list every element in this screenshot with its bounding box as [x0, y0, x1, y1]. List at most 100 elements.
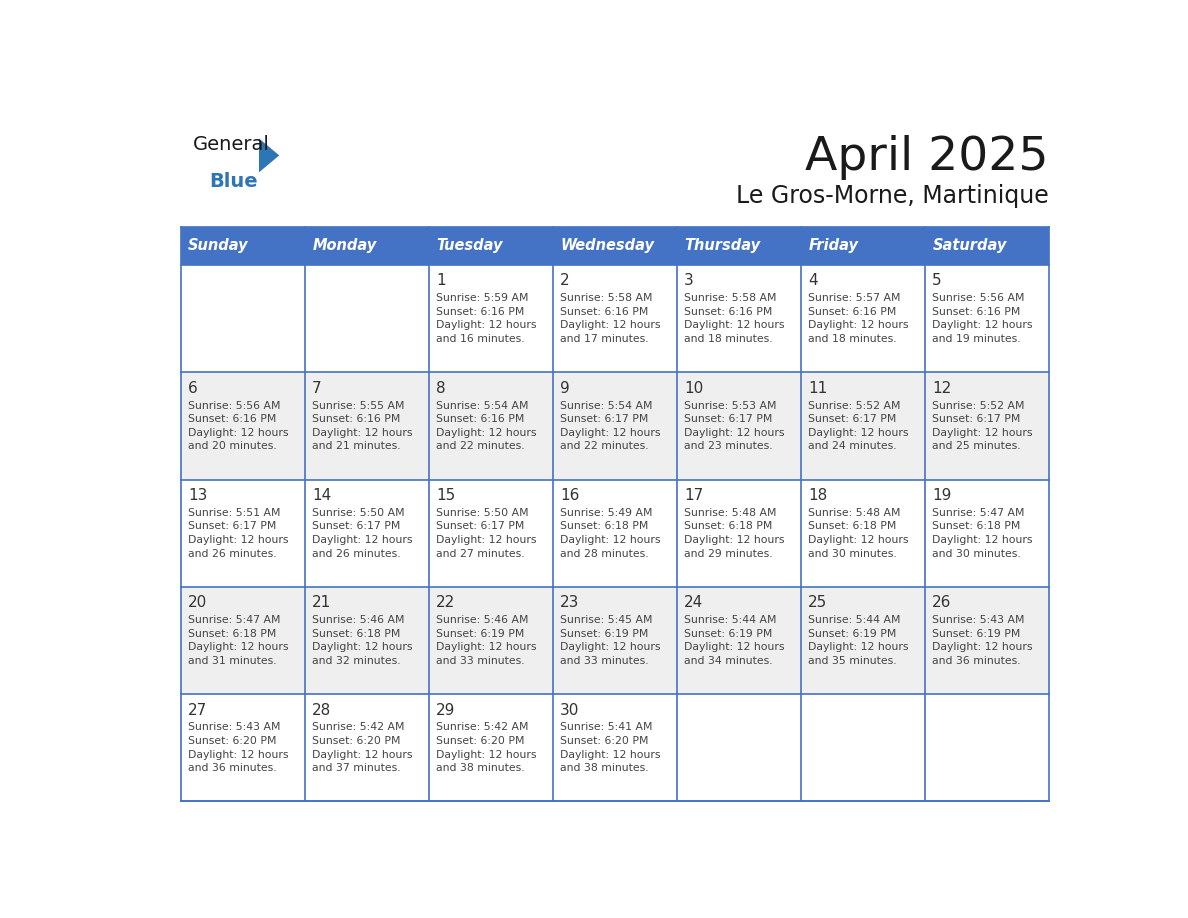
Text: Sunrise: 5:58 AM
Sunset: 6:16 PM
Daylight: 12 hours
and 17 minutes.: Sunrise: 5:58 AM Sunset: 6:16 PM Dayligh… [561, 293, 661, 344]
Text: Sunrise: 5:51 AM
Sunset: 6:17 PM
Daylight: 12 hours
and 26 minutes.: Sunrise: 5:51 AM Sunset: 6:17 PM Dayligh… [188, 508, 289, 559]
Text: Sunrise: 5:50 AM
Sunset: 6:17 PM
Daylight: 12 hours
and 27 minutes.: Sunrise: 5:50 AM Sunset: 6:17 PM Dayligh… [436, 508, 537, 559]
Bar [677, 265, 801, 373]
Bar [677, 373, 801, 479]
Text: Sunrise: 5:44 AM
Sunset: 6:19 PM
Daylight: 12 hours
and 34 minutes.: Sunrise: 5:44 AM Sunset: 6:19 PM Dayligh… [684, 615, 785, 666]
Bar [552, 265, 677, 373]
Bar [925, 227, 1049, 265]
Text: Sunrise: 5:43 AM
Sunset: 6:20 PM
Daylight: 12 hours
and 36 minutes.: Sunrise: 5:43 AM Sunset: 6:20 PM Dayligh… [188, 722, 289, 773]
Text: 1: 1 [436, 274, 446, 288]
Text: Sunrise: 5:48 AM
Sunset: 6:18 PM
Daylight: 12 hours
and 29 minutes.: Sunrise: 5:48 AM Sunset: 6:18 PM Dayligh… [684, 508, 785, 559]
Text: Sunrise: 5:47 AM
Sunset: 6:18 PM
Daylight: 12 hours
and 31 minutes.: Sunrise: 5:47 AM Sunset: 6:18 PM Dayligh… [188, 615, 289, 666]
Text: 14: 14 [312, 488, 331, 503]
Text: Sunrise: 5:42 AM
Sunset: 6:20 PM
Daylight: 12 hours
and 37 minutes.: Sunrise: 5:42 AM Sunset: 6:20 PM Dayligh… [312, 722, 412, 773]
Text: 20: 20 [188, 596, 208, 610]
Text: 26: 26 [933, 596, 952, 610]
Bar [801, 694, 925, 801]
Text: Sunrise: 5:50 AM
Sunset: 6:17 PM
Daylight: 12 hours
and 26 minutes.: Sunrise: 5:50 AM Sunset: 6:17 PM Dayligh… [312, 508, 412, 559]
Text: Sunrise: 5:48 AM
Sunset: 6:18 PM
Daylight: 12 hours
and 30 minutes.: Sunrise: 5:48 AM Sunset: 6:18 PM Dayligh… [808, 508, 909, 559]
Text: Sunrise: 5:54 AM
Sunset: 6:17 PM
Daylight: 12 hours
and 22 minutes.: Sunrise: 5:54 AM Sunset: 6:17 PM Dayligh… [561, 400, 661, 452]
Text: Sunrise: 5:56 AM
Sunset: 6:16 PM
Daylight: 12 hours
and 19 minutes.: Sunrise: 5:56 AM Sunset: 6:16 PM Dayligh… [933, 293, 1032, 344]
Text: 21: 21 [312, 596, 331, 610]
Text: 25: 25 [808, 596, 828, 610]
Text: Sunrise: 5:43 AM
Sunset: 6:19 PM
Daylight: 12 hours
and 36 minutes.: Sunrise: 5:43 AM Sunset: 6:19 PM Dayligh… [933, 615, 1032, 666]
Bar [925, 587, 1049, 694]
Bar [305, 227, 429, 265]
Bar [429, 265, 552, 373]
Text: Sunrise: 5:49 AM
Sunset: 6:18 PM
Daylight: 12 hours
and 28 minutes.: Sunrise: 5:49 AM Sunset: 6:18 PM Dayligh… [561, 508, 661, 559]
Text: 16: 16 [561, 488, 580, 503]
Text: 2: 2 [561, 274, 570, 288]
Bar [429, 227, 552, 265]
Text: Wednesday: Wednesday [561, 239, 655, 253]
Bar [181, 694, 305, 801]
Text: Sunrise: 5:56 AM
Sunset: 6:16 PM
Daylight: 12 hours
and 20 minutes.: Sunrise: 5:56 AM Sunset: 6:16 PM Dayligh… [188, 400, 289, 452]
Text: 29: 29 [436, 702, 456, 718]
Text: April 2025: April 2025 [805, 135, 1049, 180]
Text: Sunrise: 5:46 AM
Sunset: 6:19 PM
Daylight: 12 hours
and 33 minutes.: Sunrise: 5:46 AM Sunset: 6:19 PM Dayligh… [436, 615, 537, 666]
Text: Sunrise: 5:55 AM
Sunset: 6:16 PM
Daylight: 12 hours
and 21 minutes.: Sunrise: 5:55 AM Sunset: 6:16 PM Dayligh… [312, 400, 412, 452]
Bar [305, 694, 429, 801]
Bar [801, 227, 925, 265]
Text: 15: 15 [436, 488, 455, 503]
Text: Sunrise: 5:58 AM
Sunset: 6:16 PM
Daylight: 12 hours
and 18 minutes.: Sunrise: 5:58 AM Sunset: 6:16 PM Dayligh… [684, 293, 785, 344]
Text: 17: 17 [684, 488, 703, 503]
Bar [305, 265, 429, 373]
Text: 4: 4 [808, 274, 819, 288]
Text: 27: 27 [188, 702, 208, 718]
Text: Sunday: Sunday [188, 239, 248, 253]
Bar [925, 373, 1049, 479]
Bar [677, 587, 801, 694]
Text: Friday: Friday [808, 239, 858, 253]
Bar [429, 373, 552, 479]
Text: 10: 10 [684, 381, 703, 396]
Bar [429, 587, 552, 694]
Bar [677, 479, 801, 587]
Text: 8: 8 [436, 381, 446, 396]
Bar [801, 265, 925, 373]
Text: 5: 5 [933, 274, 942, 288]
Bar [305, 479, 429, 587]
Text: Sunrise: 5:41 AM
Sunset: 6:20 PM
Daylight: 12 hours
and 38 minutes.: Sunrise: 5:41 AM Sunset: 6:20 PM Dayligh… [561, 722, 661, 773]
Bar [181, 265, 305, 373]
Text: Sunrise: 5:52 AM
Sunset: 6:17 PM
Daylight: 12 hours
and 25 minutes.: Sunrise: 5:52 AM Sunset: 6:17 PM Dayligh… [933, 400, 1032, 452]
Text: Monday: Monday [312, 239, 377, 253]
Bar [552, 694, 677, 801]
Text: 11: 11 [808, 381, 828, 396]
Text: Tuesday: Tuesday [436, 239, 503, 253]
Text: Thursday: Thursday [684, 239, 760, 253]
Bar [677, 227, 801, 265]
Bar [181, 479, 305, 587]
Bar [925, 694, 1049, 801]
Text: 22: 22 [436, 596, 455, 610]
Bar [552, 227, 677, 265]
Bar [801, 373, 925, 479]
Text: 12: 12 [933, 381, 952, 396]
Text: 6: 6 [188, 381, 198, 396]
Text: 13: 13 [188, 488, 208, 503]
Bar [925, 265, 1049, 373]
Text: Sunrise: 5:44 AM
Sunset: 6:19 PM
Daylight: 12 hours
and 35 minutes.: Sunrise: 5:44 AM Sunset: 6:19 PM Dayligh… [808, 615, 909, 666]
Text: Sunrise: 5:45 AM
Sunset: 6:19 PM
Daylight: 12 hours
and 33 minutes.: Sunrise: 5:45 AM Sunset: 6:19 PM Dayligh… [561, 615, 661, 666]
Text: 18: 18 [808, 488, 828, 503]
Bar [429, 694, 552, 801]
Text: General: General [192, 135, 270, 154]
Bar [305, 587, 429, 694]
Text: Sunrise: 5:54 AM
Sunset: 6:16 PM
Daylight: 12 hours
and 22 minutes.: Sunrise: 5:54 AM Sunset: 6:16 PM Dayligh… [436, 400, 537, 452]
Text: 23: 23 [561, 596, 580, 610]
Text: 30: 30 [561, 702, 580, 718]
Bar [181, 587, 305, 694]
Bar [429, 479, 552, 587]
Bar [305, 373, 429, 479]
Bar [181, 227, 305, 265]
Bar [677, 694, 801, 801]
Text: Sunrise: 5:59 AM
Sunset: 6:16 PM
Daylight: 12 hours
and 16 minutes.: Sunrise: 5:59 AM Sunset: 6:16 PM Dayligh… [436, 293, 537, 344]
Bar [552, 587, 677, 694]
Text: Sunrise: 5:53 AM
Sunset: 6:17 PM
Daylight: 12 hours
and 23 minutes.: Sunrise: 5:53 AM Sunset: 6:17 PM Dayligh… [684, 400, 785, 452]
Text: Saturday: Saturday [933, 239, 1006, 253]
Text: Sunrise: 5:47 AM
Sunset: 6:18 PM
Daylight: 12 hours
and 30 minutes.: Sunrise: 5:47 AM Sunset: 6:18 PM Dayligh… [933, 508, 1032, 559]
Text: Sunrise: 5:52 AM
Sunset: 6:17 PM
Daylight: 12 hours
and 24 minutes.: Sunrise: 5:52 AM Sunset: 6:17 PM Dayligh… [808, 400, 909, 452]
Bar [552, 373, 677, 479]
Text: Sunrise: 5:46 AM
Sunset: 6:18 PM
Daylight: 12 hours
and 32 minutes.: Sunrise: 5:46 AM Sunset: 6:18 PM Dayligh… [312, 615, 412, 666]
Text: 7: 7 [312, 381, 322, 396]
Text: 19: 19 [933, 488, 952, 503]
